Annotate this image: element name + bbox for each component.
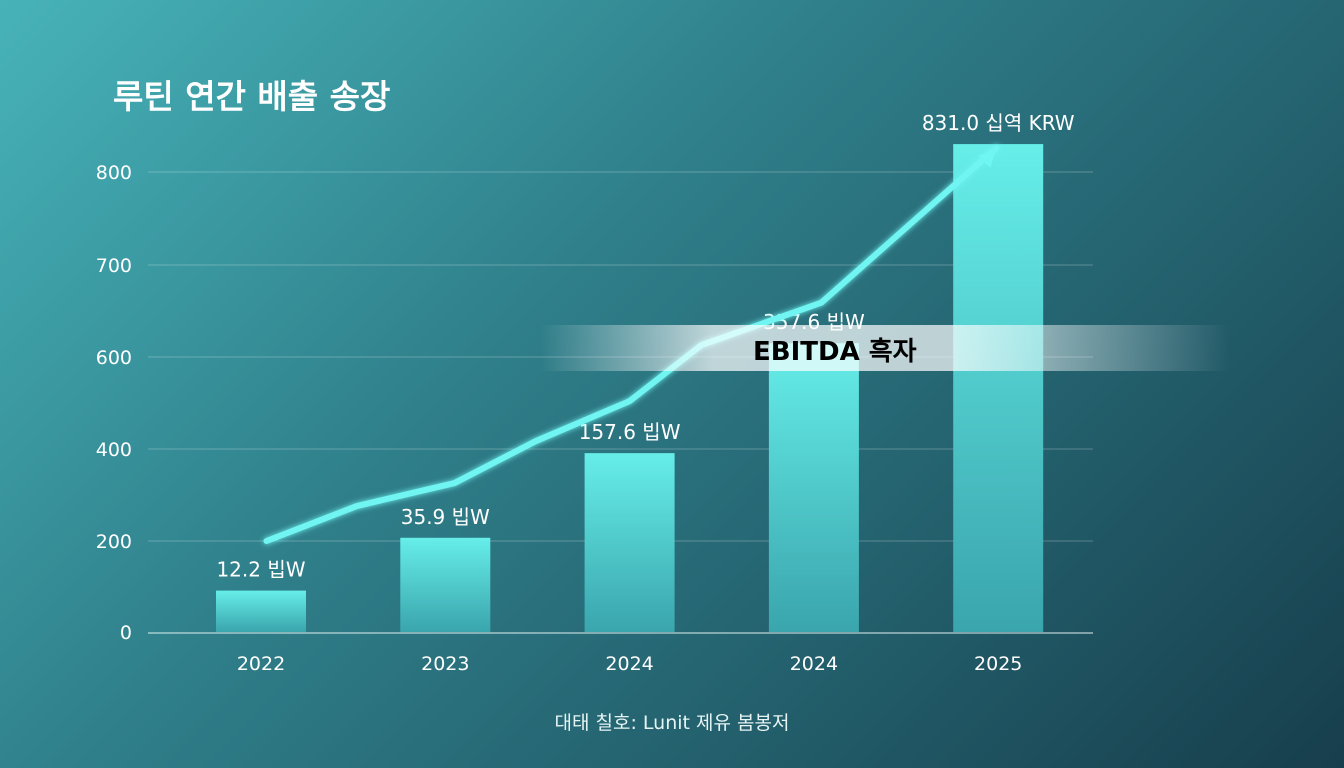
bar [584,453,675,632]
bar [953,144,1044,632]
x-tick-label: 2024 [790,653,838,675]
x-tick-label: 2024 [605,653,653,675]
x-tick-label: 2025 [974,653,1022,675]
y-tick-label: 600 [96,347,132,369]
annotation-label: EBITDA 흑자 [753,337,917,367]
annotation-band [540,325,1230,371]
x-tick-label: 2022 [237,653,285,675]
y-tick-label: 400 [96,439,132,461]
data-label: 831.0 십역 KRW [922,111,1075,135]
y-tick-label: 0 [120,622,132,644]
source-note: 대태 칠호: Lunit 제유 봄봉저 [554,712,790,734]
trend-arrowhead [978,147,997,168]
bar [400,537,491,632]
data-label: 12.2 빕W [216,558,305,582]
data-label: 157.6 빕W [579,420,681,444]
y-tick-label: 800 [96,162,132,184]
bar [216,590,306,632]
bar [768,343,859,632]
data-label: 35.9 빕W [401,505,490,529]
x-tick-label: 2023 [421,653,469,675]
trend-line [263,144,1000,544]
y-tick-label: 200 [96,531,132,553]
chart-title: 루틴 연간 배출 송장 [113,77,391,116]
y-tick-label: 700 [96,255,132,277]
